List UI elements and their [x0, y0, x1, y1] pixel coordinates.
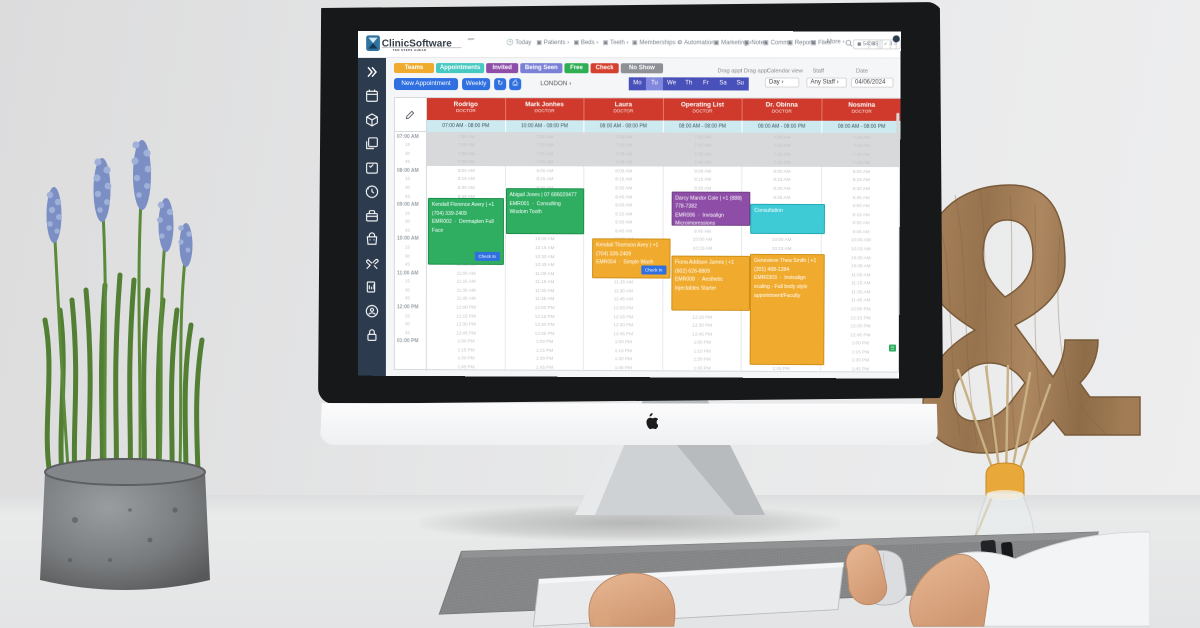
svg-text:.com: .com	[467, 37, 474, 41]
svg-text:TEN STEPS AHEAD: TEN STEPS AHEAD	[393, 48, 427, 52]
